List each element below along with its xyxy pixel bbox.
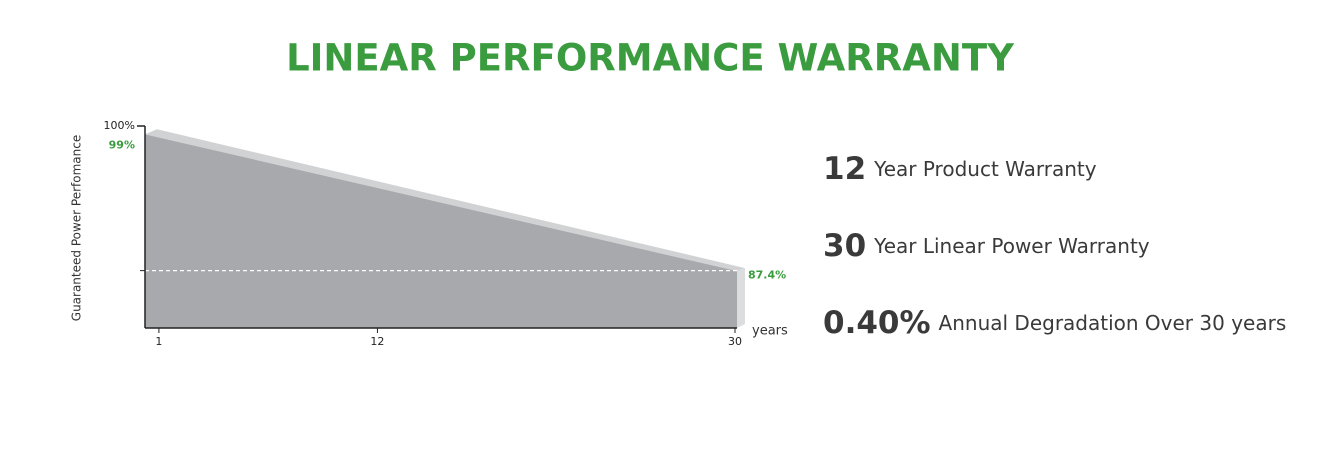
feature: 12 Year Product Warranty — [823, 151, 1097, 187]
area — [145, 134, 737, 328]
feature-text: Year Product Warranty — [873, 157, 1097, 181]
area-bevel-side — [737, 268, 745, 328]
chart-title: LINEAR PERFORMANCE WARRANTY — [286, 37, 1015, 80]
feature: 0.40% Annual Degradation Over 30 years — [823, 305, 1286, 341]
y-tick-label: 100% — [104, 119, 135, 132]
feature-number: 30 — [823, 228, 866, 264]
x-axis-label: years — [752, 324, 788, 339]
feature: 30 Year Linear Power Warranty — [823, 228, 1150, 264]
x-tick-label: 30 — [728, 335, 742, 348]
feature-number: 12 — [823, 151, 866, 187]
feature-number: 0.40% — [823, 305, 931, 341]
area-bevel-top — [145, 129, 745, 272]
value-label: 99% — [109, 138, 135, 151]
value-label: 87.4% — [748, 269, 786, 282]
y-axis-label: Guaranteed Power Perfomance — [70, 135, 84, 321]
x-tick-label: 12 — [370, 335, 384, 348]
feature-text: Annual Degradation Over 30 years — [939, 311, 1287, 335]
x-tick-label: 1 — [155, 335, 162, 348]
feature-text: Year Linear Power Warranty — [873, 234, 1150, 258]
